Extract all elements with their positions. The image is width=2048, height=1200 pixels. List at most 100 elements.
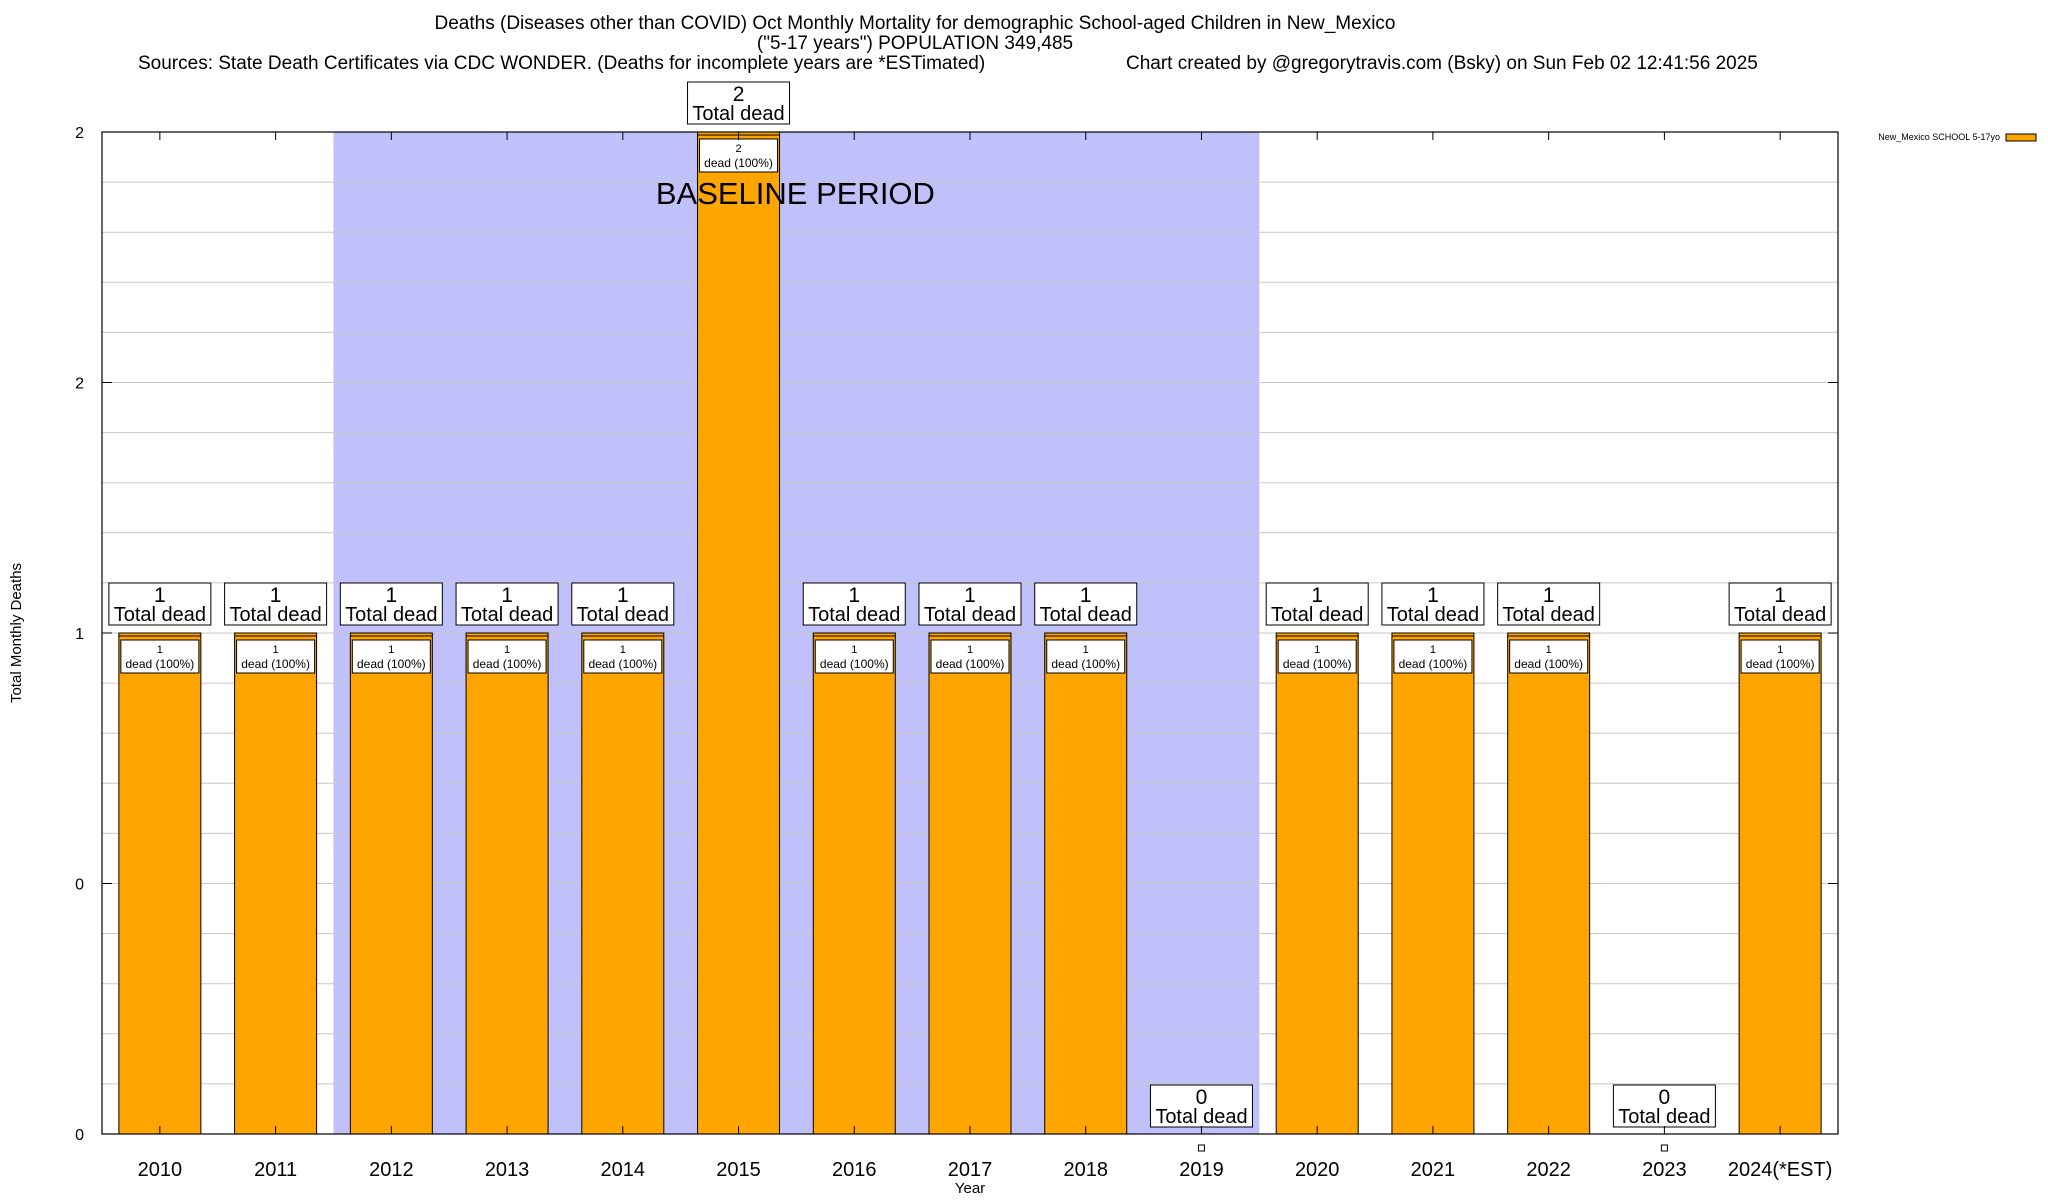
total-label-count: 1 [1543, 584, 1555, 607]
total-label-count: 1 [1427, 584, 1439, 607]
bar-label-text: dead (100%) [1051, 657, 1120, 671]
bar [234, 632, 318, 1135]
y-axis-label: Total Monthly Deaths [8, 563, 25, 703]
total-label-count: 1 [501, 584, 513, 607]
baseline-period-label: BASELINE PERIOD [656, 176, 935, 211]
chart-title: Deaths (Diseases other than COVID) Oct M… [434, 13, 1396, 34]
total-label-box [1497, 582, 1601, 626]
bar-label-box [814, 639, 894, 674]
y-tick-label: 0 [75, 877, 84, 894]
total-label-box [1149, 1084, 1253, 1128]
bar-label-count: 1 [504, 644, 510, 656]
x-axis-label: Year [955, 1180, 985, 1197]
bar [465, 632, 549, 1135]
bar-label-text: dead (100%) [588, 657, 657, 671]
total-label-text: Total dead [924, 604, 1016, 626]
total-label-box [339, 582, 443, 626]
x-tick-label: 2017 [948, 1159, 993, 1181]
x-tick-label: 2016 [832, 1159, 877, 1181]
total-label-box [1034, 582, 1138, 626]
bar [349, 632, 433, 1135]
y-tick-label: 2 [75, 125, 84, 142]
total-label-count: 1 [964, 584, 976, 607]
bar-label-box [1393, 639, 1473, 674]
total-label-text: Total dead [1271, 604, 1363, 626]
plot-border [101, 131, 1839, 1135]
bar-label-count: 1 [967, 644, 973, 656]
x-tick-label: 2012 [369, 1159, 414, 1181]
x-tick-label: 2018 [1063, 1159, 1108, 1181]
bar-label-text: dead (100%) [820, 657, 889, 671]
total-label-text: Total dead [1618, 1106, 1710, 1128]
bar-label-text: dead (100%) [357, 657, 426, 671]
total-label-text: Total dead [229, 604, 321, 626]
bar-label-text: dead (100%) [1283, 657, 1352, 671]
total-label-box [108, 582, 212, 626]
zero-point [1660, 1144, 1668, 1152]
bar-label-count: 1 [1314, 644, 1320, 656]
bar-label-count: 1 [273, 644, 279, 656]
total-label-box [1265, 582, 1369, 626]
bar-label-box [930, 639, 1010, 674]
total-label-text: Total dead [1155, 1106, 1247, 1128]
bar [581, 632, 665, 1135]
bar-label-count: 1 [1083, 644, 1089, 656]
total-label-count: 1 [1774, 584, 1786, 607]
bar [118, 632, 202, 1135]
total-label-count: 1 [1080, 584, 1092, 607]
total-label-count: 1 [848, 584, 860, 607]
total-label-box [687, 81, 791, 125]
x-tick-label: 2010 [138, 1159, 183, 1181]
total-label-count: 2 [733, 83, 745, 106]
x-tick-label: 2022 [1526, 1159, 1571, 1181]
total-label-text: Total dead [345, 604, 437, 626]
bar-label-box [1740, 639, 1820, 674]
bar-label-count: 1 [1430, 644, 1436, 656]
total-label-text: Total dead [1503, 604, 1595, 626]
x-tick-label: 2024(*EST) [1728, 1159, 1833, 1181]
total-label-box [1612, 1084, 1716, 1128]
x-tick-label: 2015 [716, 1159, 761, 1181]
total-label-count: 1 [1311, 584, 1323, 607]
total-label-text: Total dead [1040, 604, 1132, 626]
total-label-box [224, 582, 328, 626]
total-label-box [571, 582, 675, 626]
total-label-box [802, 582, 906, 626]
x-tick-label: 2021 [1411, 1159, 1456, 1181]
total-label-text: Total dead [1387, 604, 1479, 626]
total-label-count: 1 [154, 584, 166, 607]
chart-sources: Sources: State Death Certificates via CD… [138, 53, 986, 74]
y-tick-label: 1 [75, 626, 84, 643]
bar-label-box [120, 639, 200, 674]
bar-label-box [467, 639, 547, 674]
total-label-text: Total dead [692, 103, 784, 125]
total-label-box [455, 582, 559, 626]
x-tick-label: 2013 [485, 1159, 530, 1181]
total-label-text: Total dead [808, 604, 900, 626]
bar-label-count: 1 [851, 644, 857, 656]
total-label-text: Total dead [1734, 604, 1826, 626]
total-label-count: 1 [617, 584, 629, 607]
bar [1275, 632, 1359, 1135]
bar-label-text: dead (100%) [1399, 657, 1468, 671]
x-tick-label: 2020 [1295, 1159, 1340, 1181]
bar [928, 632, 1012, 1135]
total-label-count: 0 [1196, 1086, 1208, 1109]
bar-label-count: 1 [620, 644, 626, 656]
x-tick-label: 2019 [1179, 1159, 1224, 1181]
bar-label-box [699, 138, 779, 173]
bar-label-text: dead (100%) [241, 657, 310, 671]
bar [812, 632, 896, 1135]
bar-label-box [1509, 639, 1589, 674]
bar-label-count: 1 [157, 644, 163, 656]
y-tick-label: 2 [75, 376, 84, 393]
bar-label-text: dead (100%) [1746, 657, 1815, 671]
total-label-box [1381, 582, 1485, 626]
total-label-count: 1 [385, 584, 397, 607]
bar [1044, 632, 1128, 1135]
chart-subtitle: ("5-17 years") POPULATION 349,485 [756, 33, 1074, 54]
bar-label-count: 1 [1546, 644, 1552, 656]
total-label-count: 1 [270, 584, 282, 607]
bar-label-text: dead (100%) [126, 657, 195, 671]
